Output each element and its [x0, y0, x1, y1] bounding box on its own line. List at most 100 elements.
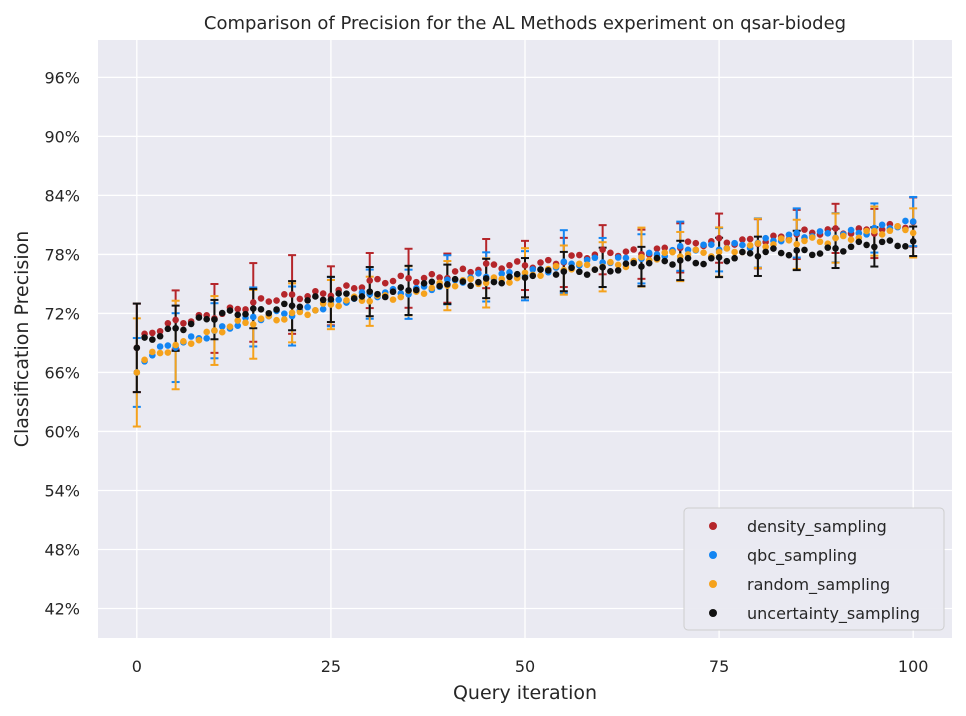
data-point [746, 235, 754, 243]
data-point [560, 268, 568, 275]
data-point [544, 256, 552, 264]
data-point [653, 245, 661, 252]
data-point [894, 222, 901, 230]
data-point [249, 321, 257, 328]
data-point [529, 266, 537, 273]
data-point [141, 334, 148, 341]
grid [98, 40, 952, 638]
data-point [607, 258, 614, 266]
data-point [506, 279, 513, 286]
data-point [886, 227, 894, 235]
data-point [226, 307, 234, 314]
data-point [203, 328, 210, 336]
data-point [676, 257, 684, 264]
x-tick-label: 100 [898, 657, 929, 676]
data-point [770, 232, 777, 240]
data-point [475, 269, 482, 277]
data-point [669, 248, 676, 256]
data-point [203, 335, 210, 342]
data-point [498, 279, 506, 287]
data-point [832, 225, 839, 232]
data-point [622, 254, 630, 262]
data-point [374, 290, 381, 298]
data-point [249, 299, 257, 306]
data-point [599, 264, 606, 271]
data-point [242, 319, 249, 327]
data-point [816, 238, 824, 246]
data-point [211, 327, 218, 334]
data-point [413, 278, 420, 286]
legend-box [683, 507, 945, 631]
data-point [909, 229, 917, 237]
data-point [816, 228, 824, 235]
data-point [552, 262, 560, 270]
data-point [133, 344, 141, 352]
y-tick-label: 66% [44, 363, 80, 382]
data-point [234, 317, 242, 324]
data-point [793, 247, 801, 254]
data-point [855, 225, 863, 232]
legend-label: uncertainty_sampling [747, 604, 920, 624]
data-point [319, 290, 327, 297]
legend-marker [709, 580, 717, 588]
data-point [281, 291, 288, 298]
data-point [335, 302, 342, 310]
data-point [304, 311, 311, 319]
data-point [296, 303, 304, 311]
data-point [692, 239, 700, 247]
data-point [156, 327, 164, 335]
data-point [700, 241, 707, 249]
data-point [723, 239, 731, 247]
data-point [847, 243, 855, 251]
data-point [420, 290, 428, 298]
data-point [552, 271, 560, 278]
data-point [754, 240, 762, 247]
data-point [389, 288, 397, 296]
x-tick-label: 25 [321, 657, 341, 676]
data-point [622, 248, 630, 255]
data-point [614, 261, 622, 269]
data-point [381, 279, 389, 287]
data-point [195, 336, 203, 344]
data-point [684, 246, 692, 254]
data-point [164, 342, 172, 349]
data-point [661, 257, 669, 265]
data-point [281, 300, 288, 308]
y-tick-label: 78% [44, 245, 80, 264]
data-point [335, 290, 342, 297]
data-point [754, 253, 762, 260]
data-point [141, 356, 148, 364]
data-point [723, 245, 731, 252]
data-point [513, 258, 521, 265]
data-point [816, 250, 824, 257]
data-point [428, 278, 436, 286]
data-point [358, 284, 366, 291]
data-point [560, 258, 568, 265]
data-point [840, 232, 847, 240]
data-point [700, 260, 707, 268]
data-point [871, 227, 878, 235]
x-tick-label: 50 [515, 657, 535, 676]
data-point [840, 248, 847, 255]
data-point [234, 305, 242, 313]
data-point [785, 251, 793, 259]
data-point [731, 239, 738, 247]
data-point [715, 234, 723, 242]
data-point [878, 221, 886, 229]
data-point [389, 296, 397, 303]
data-point [164, 320, 172, 327]
data-point [281, 316, 288, 323]
data-point [746, 242, 754, 249]
data-point [506, 268, 513, 276]
data-point [591, 254, 599, 262]
data-point [451, 282, 459, 290]
y-tick-label: 60% [44, 422, 80, 441]
data-point [172, 324, 179, 332]
data-point [374, 275, 381, 283]
data-point [498, 265, 506, 272]
data-point [638, 253, 645, 261]
data-point [855, 238, 863, 246]
data-point [257, 305, 265, 313]
data-point [529, 272, 537, 280]
data-point [863, 241, 870, 249]
